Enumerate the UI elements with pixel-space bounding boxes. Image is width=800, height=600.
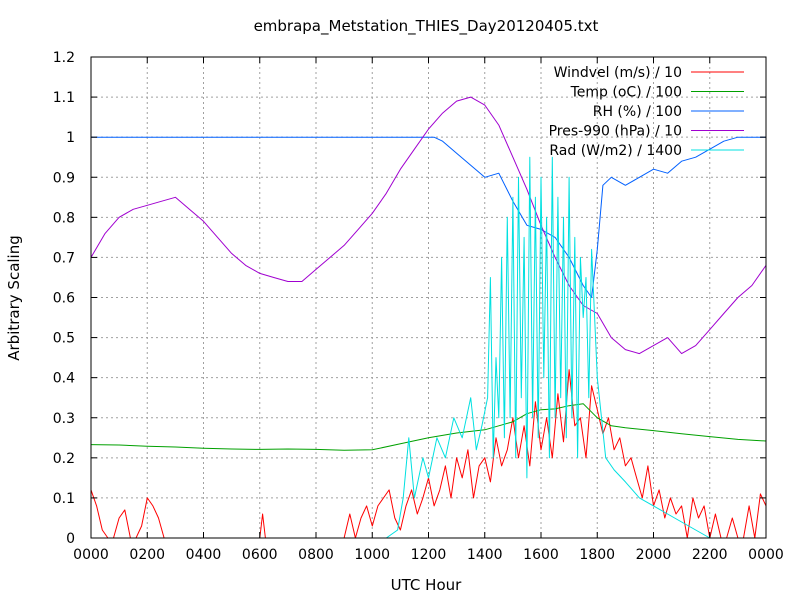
- legend-label-1: Windvel (m/s) / 10: [554, 65, 682, 81]
- y-tick-label: 0.5: [53, 331, 75, 347]
- x-tick-label: 0800: [298, 547, 334, 563]
- x-tick-label: 1000: [354, 547, 390, 563]
- y-tick-label: 0.1: [53, 491, 75, 507]
- series-line-3: [91, 136, 766, 298]
- y-tick-label: 0: [66, 531, 75, 547]
- y-tick-label: 0.2: [53, 451, 75, 467]
- legend-label-2: Temp (oC) / 100: [570, 85, 682, 101]
- y-tick-label: 0.4: [53, 371, 75, 387]
- x-tick-label: 0200: [129, 547, 165, 563]
- x-tick-label: 0000: [73, 547, 109, 563]
- x-tick-label: 2200: [692, 547, 728, 563]
- x-tick-label: 0000: [748, 547, 784, 563]
- x-axis-ticks: 0000 0200 0400 0600 0800 1000 1200 1400 1600 1800…: [73, 57, 784, 563]
- x-tick-label: 2000: [636, 547, 672, 563]
- legend: Windvel (m/s) / 10 Temp (oC) / 100 RH (%) …: [549, 65, 744, 159]
- x-tick-label: 0600: [242, 547, 278, 563]
- y-tick-label: 0.7: [53, 250, 75, 266]
- y-tick-label: 0.3: [53, 411, 75, 427]
- y-axis-label: Arbitrary Scaling: [5, 235, 23, 361]
- y-tick-label: 0.6: [53, 291, 75, 307]
- series-line-2: [90, 403, 767, 451]
- x-tick-label: 1800: [579, 547, 615, 563]
- chart-title: embrapa_Metstation_THIES_Day20120405.txt: [254, 17, 599, 36]
- y-tick-label: 1.2: [53, 50, 75, 66]
- legend-label-4: Pres-990 (hPa) / 10: [549, 124, 682, 140]
- x-tick-label: 0400: [186, 547, 222, 563]
- y-axis-ticks: 0 0.1 0.2 0.3 0.4 0.5 0.6 0.7 0.8 0.9 1 1.1 1.2: [53, 50, 766, 547]
- legend-label-3: RH (%) / 100: [593, 104, 682, 120]
- x-tick-label: 1200: [411, 547, 447, 563]
- series-line-4: [90, 96, 767, 355]
- y-tick-label: 1: [66, 130, 75, 146]
- series-line-5: [91, 156, 766, 539]
- x-tick-label: 1400: [467, 547, 503, 563]
- y-tick-label: 0.8: [53, 210, 75, 226]
- y-tick-label: 1.1: [53, 90, 75, 106]
- x-axis-label: UTC Hour: [391, 576, 462, 594]
- y-tick-label: 0.9: [53, 170, 75, 186]
- x-tick-label: 1600: [523, 547, 559, 563]
- legend-label-5: Rad (W/m2) / 1400: [549, 143, 682, 159]
